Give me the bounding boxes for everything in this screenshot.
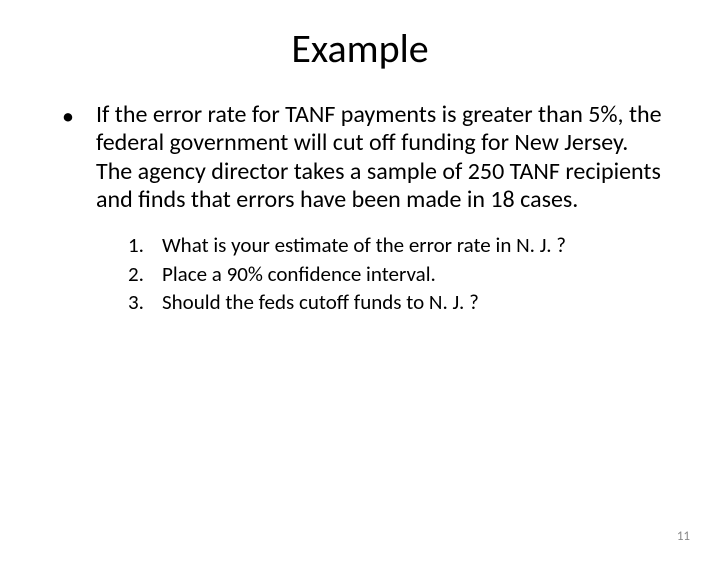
numbered-list: 1. What is your estimate of the error ra… [56,232,664,315]
page-number: 11 [677,529,690,544]
slide-title: Example [0,24,720,73]
list-text: Place a 90% confidence interval. [162,261,664,287]
list-number: 2. [128,261,162,287]
list-item: 3. Should the feds cutoff funds to N. J.… [128,289,664,315]
list-text: Should the feds cutoff funds to N. J. ? [162,289,664,315]
list-number: 1. [128,232,162,258]
bullet-marker-icon: • [56,101,96,133]
bullet-item: • If the error rate for TANF payments is… [56,101,664,214]
list-number: 3. [128,289,162,315]
bullet-text: If the error rate for TANF payments is g… [96,101,664,214]
list-item: 1. What is your estimate of the error ra… [128,232,664,258]
slide-content: • If the error rate for TANF payments is… [0,101,720,315]
slide: Example • If the error rate for TANF pay… [0,24,720,564]
list-text: What is your estimate of the error rate … [162,232,664,258]
list-item: 2. Place a 90% confidence interval. [128,261,664,287]
